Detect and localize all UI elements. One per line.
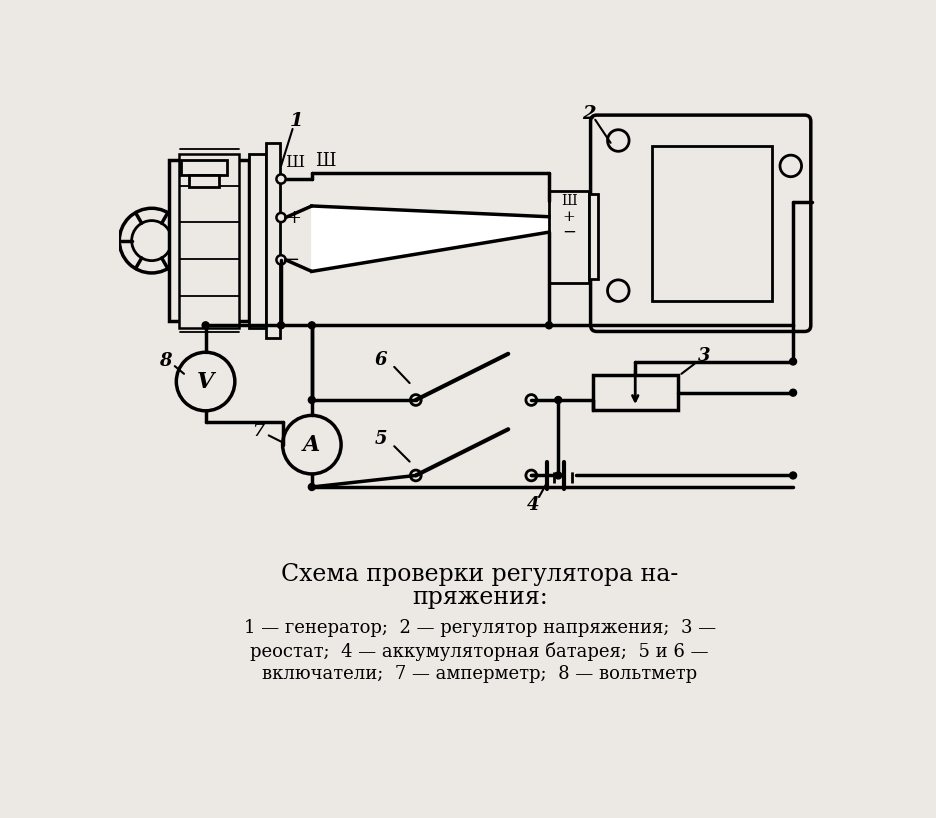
Text: 8: 8	[159, 353, 172, 371]
Bar	[181, 160, 227, 175]
Circle shape	[276, 213, 285, 222]
Circle shape	[283, 416, 341, 474]
Circle shape	[308, 483, 315, 491]
Text: +: +	[563, 209, 576, 224]
Text: включатели;  7 — амперметр;  8 — вольтметр: включатели; 7 — амперметр; 8 — вольтметр	[262, 665, 697, 683]
Circle shape	[278, 321, 285, 329]
Bar	[652, 146, 771, 301]
Bar	[266, 143, 280, 339]
Text: −: −	[285, 251, 300, 269]
Text: 6: 6	[375, 351, 388, 369]
Text: Ш: Ш	[315, 152, 336, 170]
Circle shape	[410, 470, 421, 481]
Circle shape	[410, 394, 421, 406]
Bar	[549, 191, 589, 283]
Polygon shape	[312, 206, 549, 272]
Bar	[189, 175, 219, 187]
Bar	[592, 375, 678, 410]
Circle shape	[308, 397, 315, 403]
Text: 2: 2	[582, 105, 596, 123]
Circle shape	[308, 321, 315, 329]
Text: пряжения:: пряжения:	[412, 586, 548, 609]
Circle shape	[120, 209, 184, 273]
Circle shape	[790, 472, 797, 479]
Circle shape	[202, 321, 209, 329]
Bar	[179, 154, 240, 328]
Text: 1 — генератор;  2 — регулятор напряжения;  3 —: 1 — генератор; 2 — регулятор напряжения;…	[243, 619, 716, 637]
Text: 1: 1	[289, 112, 303, 130]
Text: 4: 4	[527, 496, 540, 514]
Circle shape	[546, 321, 552, 329]
Text: A: A	[303, 434, 320, 456]
Circle shape	[526, 470, 536, 481]
Text: +: +	[285, 209, 300, 227]
Text: 7: 7	[252, 422, 264, 440]
Text: Схема проверки регулятора на-: Схема проверки регулятора на-	[281, 563, 679, 586]
Text: реостат;  4 — аккумуляторная батарея;  5 и 6 —: реостат; 4 — аккумуляторная батарея; 5 и…	[251, 641, 709, 660]
Circle shape	[176, 353, 235, 411]
Bar	[249, 154, 266, 328]
Text: Ш: Ш	[562, 195, 577, 209]
Text: 5: 5	[375, 430, 388, 448]
Circle shape	[276, 174, 285, 183]
Circle shape	[555, 472, 562, 479]
Circle shape	[276, 255, 285, 264]
Circle shape	[790, 389, 797, 396]
Circle shape	[526, 394, 536, 406]
Text: −: −	[563, 223, 576, 240]
Circle shape	[555, 397, 562, 403]
Text: Ш: Ш	[285, 154, 304, 171]
Bar	[169, 160, 249, 321]
Text: 3: 3	[698, 347, 710, 365]
Circle shape	[132, 221, 171, 261]
Bar	[589, 195, 598, 279]
Circle shape	[790, 358, 797, 365]
Text: V: V	[197, 371, 214, 393]
